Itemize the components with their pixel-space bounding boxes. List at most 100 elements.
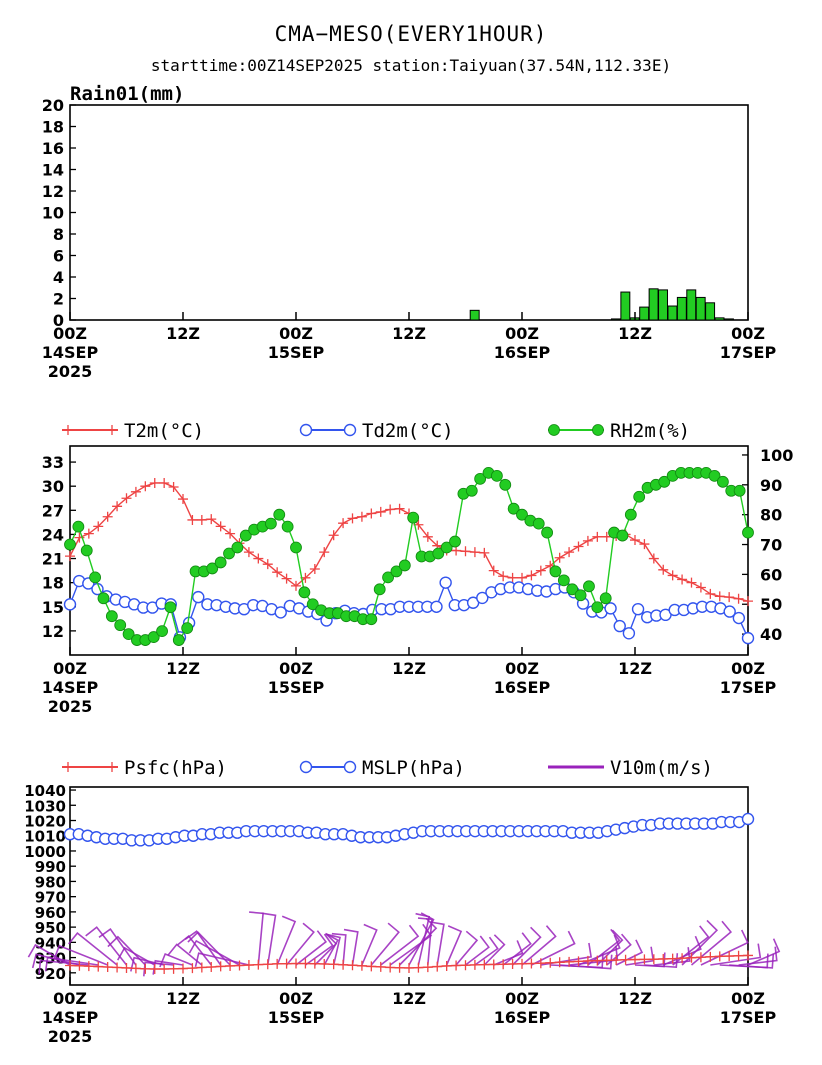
wind-barb: [261, 912, 277, 966]
data-point: [667, 570, 678, 581]
data-point: [648, 954, 659, 965]
data-point: [622, 627, 636, 640]
legend-marker: [592, 424, 604, 436]
data-point: [390, 565, 403, 578]
data-point: [648, 553, 659, 564]
data-point: [733, 950, 744, 961]
press-ytick-label: 990: [35, 858, 66, 876]
legend-marker: [107, 425, 117, 435]
wind-barb: [512, 926, 542, 966]
data-point: [705, 951, 716, 962]
data-point: [440, 541, 453, 554]
data-point: [507, 502, 520, 515]
wind-barb: [343, 928, 359, 966]
data-point: [733, 484, 746, 497]
rain-bar: [469, 309, 480, 321]
chart-subtitle: starttime:00Z14SEP2025 station:Taiyuan(3…: [150, 56, 672, 75]
press-xtick-label: 00Z: [279, 989, 313, 1008]
data-point: [385, 504, 396, 515]
data-point: [582, 535, 593, 546]
data-point: [460, 960, 471, 971]
legend-marker: [548, 424, 560, 436]
rain-ytick-label: 8: [53, 225, 64, 244]
data-point: [557, 574, 570, 587]
data-point: [630, 535, 640, 546]
press-ytick-label: 1020: [24, 813, 66, 831]
data-point: [281, 958, 292, 969]
data-point: [206, 962, 217, 973]
data-point: [460, 546, 471, 557]
data-point: [479, 547, 490, 558]
data-point: [347, 960, 358, 971]
wind-barb: [672, 925, 710, 966]
data-point: [281, 520, 294, 533]
data-point: [604, 602, 617, 615]
rain-bar: [695, 296, 706, 321]
wind-barb: [285, 922, 315, 966]
data-point: [708, 469, 721, 482]
data-point: [187, 514, 198, 525]
data-point: [231, 541, 244, 554]
wind-barb: [167, 943, 203, 966]
data-point: [122, 628, 135, 640]
data-point: [273, 508, 286, 521]
wind-barb: [578, 934, 621, 966]
data-point: [243, 960, 254, 971]
data-point: [526, 570, 537, 581]
data-point: [74, 960, 85, 971]
rain-ytick-label: 12: [42, 182, 64, 201]
legend-label: Psfc(hPa): [124, 757, 227, 779]
rain-xtick-label: 12Z: [166, 324, 200, 343]
data-point: [300, 958, 311, 969]
data-point: [573, 956, 584, 967]
data-point: [601, 955, 612, 966]
data-point: [83, 528, 94, 539]
press-year-label: 2025: [48, 1027, 93, 1046]
wind-barb: [710, 943, 762, 966]
rain-bar: [686, 289, 697, 321]
data-point: [72, 520, 85, 533]
press-ytick-label: 1000: [24, 843, 66, 861]
legend-marker: [63, 762, 73, 772]
data-point: [394, 962, 405, 973]
data-point: [695, 952, 706, 963]
data-point: [366, 961, 377, 972]
data-point: [398, 559, 411, 572]
temp-ytick-label: 33: [42, 453, 64, 472]
data-point: [545, 957, 556, 968]
legend-marker: [343, 760, 357, 774]
press-ytick-label: 980: [35, 873, 66, 891]
data-point: [206, 514, 217, 525]
legend-label: MSLP(hPa): [362, 757, 465, 779]
data-point: [319, 547, 330, 558]
data-point: [439, 576, 452, 589]
data-point: [93, 961, 104, 972]
data-point: [620, 954, 631, 965]
data-point: [554, 957, 565, 968]
wind-barb: [429, 921, 445, 966]
rh-ytick-label: 80: [760, 506, 782, 525]
temp-xtick-label: 00Z: [53, 659, 87, 678]
data-point: [375, 961, 386, 972]
data-point: [112, 962, 123, 973]
data-point: [741, 631, 755, 645]
rain-bar: [714, 317, 725, 321]
wind-barb: [117, 946, 156, 966]
data-point: [338, 959, 349, 970]
data-point: [488, 959, 499, 970]
legend-label: T2m(°C): [124, 420, 204, 442]
wind-barb: [370, 922, 400, 966]
data-point: [741, 812, 755, 826]
data-point: [89, 571, 102, 584]
rain-bar: [676, 296, 687, 321]
data-point: [658, 475, 671, 488]
data-point: [192, 590, 205, 604]
rain-ytick-label: 16: [42, 139, 64, 158]
data-point: [695, 582, 706, 593]
rh-ytick-label: 70: [760, 536, 782, 555]
data-point: [356, 511, 367, 522]
data-point: [262, 959, 273, 970]
data-point: [535, 565, 546, 576]
rain-xtick-label: 12Z: [618, 324, 652, 343]
data-point: [159, 964, 170, 975]
